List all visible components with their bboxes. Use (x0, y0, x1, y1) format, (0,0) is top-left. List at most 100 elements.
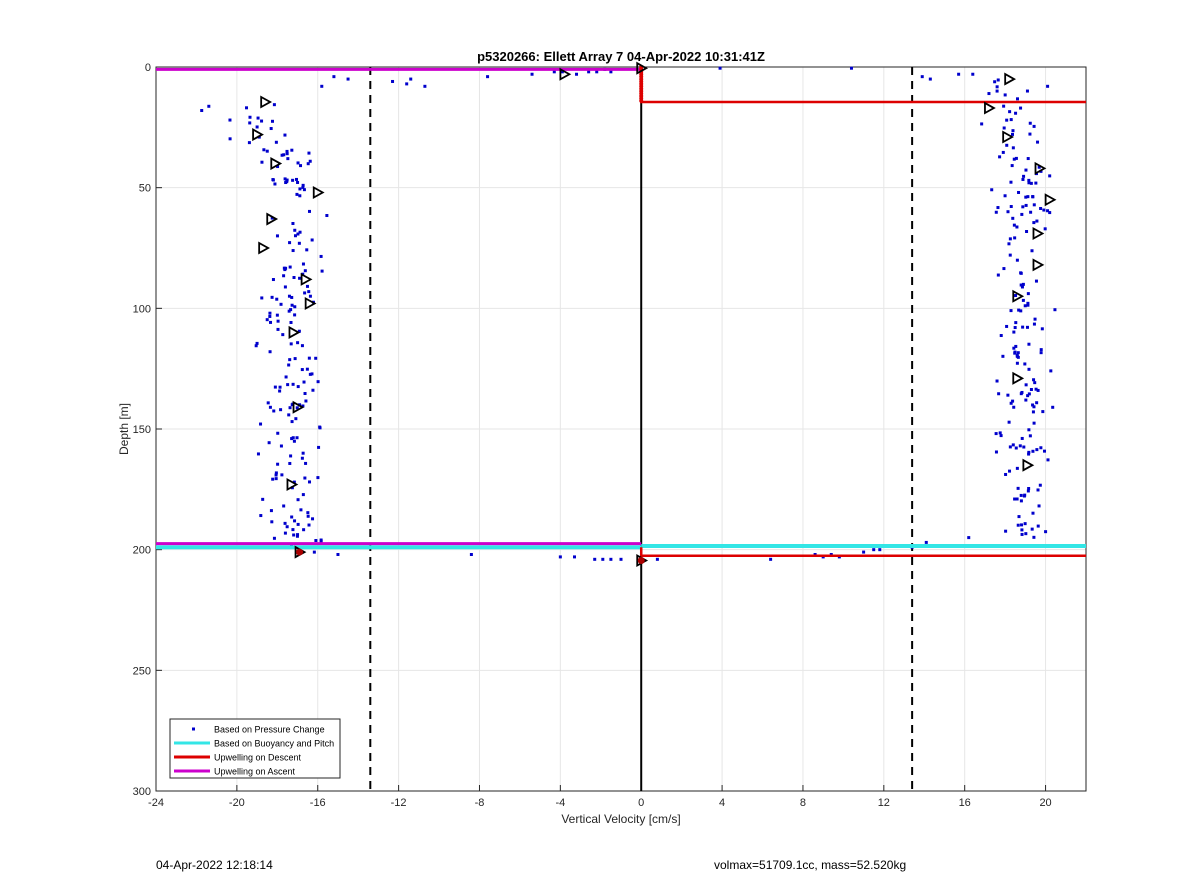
scatter-point (1039, 348, 1043, 352)
scatter-point (1017, 190, 1021, 194)
scatter-point (995, 379, 999, 383)
scatter-point (265, 318, 269, 322)
scatter-point (1027, 487, 1031, 491)
scatter-point (299, 164, 303, 168)
scatter-point (1004, 529, 1008, 533)
scatter-point (655, 557, 659, 561)
scatter-point (987, 92, 991, 96)
scatter-point (1014, 344, 1018, 348)
scatter-point (306, 514, 310, 518)
scatter-point (957, 72, 961, 76)
scatter-point (999, 434, 1003, 438)
scatter-point (248, 121, 252, 125)
scatter-point (320, 84, 324, 88)
scatter-point (256, 452, 260, 456)
scatter-point (285, 178, 289, 182)
scatter-point (718, 66, 722, 70)
scatter-point (924, 540, 928, 544)
descent-marker (1032, 226, 1045, 241)
scatter-point (1026, 195, 1030, 199)
y-tick-label: 300 (133, 786, 151, 798)
scatter-point (298, 194, 302, 198)
scatter-point (1013, 497, 1017, 501)
scatter-point (346, 77, 350, 81)
scatter-point (1030, 527, 1034, 531)
scatter-point (1024, 383, 1028, 387)
bottom-marker (296, 548, 304, 556)
scatter-point (1008, 237, 1012, 241)
scatter-point (1020, 285, 1024, 289)
scatter-point (1014, 321, 1018, 325)
scatter-point (272, 536, 276, 540)
scatter-point (994, 210, 998, 214)
scatter-point (1053, 308, 1057, 312)
scatter-point (272, 409, 276, 413)
scatter-point (276, 165, 280, 169)
scatter-point (1014, 111, 1018, 115)
scatter-point (298, 230, 302, 234)
scatter-point (391, 79, 395, 83)
scatter-point (469, 552, 473, 556)
ascent-marker (292, 400, 305, 414)
ascent-marker (266, 212, 279, 226)
scatter-point (303, 392, 307, 396)
scatter-point (302, 528, 306, 532)
scatter-point (995, 89, 999, 93)
scatter-point (304, 399, 308, 403)
ascent-marker (304, 296, 317, 311)
scatter-point (292, 533, 296, 537)
scatter-point (1012, 223, 1016, 227)
scatter-point (1012, 346, 1016, 350)
scatter-point (288, 461, 292, 465)
scatter-point (332, 75, 336, 79)
scatter-point (486, 75, 490, 79)
scatter-point (1002, 126, 1006, 130)
scatter-point (1028, 132, 1032, 136)
scatter-point (282, 504, 286, 508)
legend-box (169, 718, 341, 779)
scatter-point (267, 441, 271, 445)
scatter-point (1007, 242, 1011, 246)
scatter-point (994, 450, 998, 454)
scatter-point (303, 291, 307, 295)
scatter-point (283, 285, 287, 289)
scatter-point (1005, 324, 1009, 328)
scatter-point (1023, 522, 1027, 526)
scatter-point (260, 296, 264, 300)
scatter-point (1032, 378, 1036, 382)
scatter-point (281, 333, 285, 337)
scatter-point (1018, 444, 1022, 448)
descent-marker (984, 101, 996, 115)
scatter-point (1009, 309, 1013, 313)
scatter-point (1013, 326, 1017, 330)
scatter-point (1014, 446, 1018, 450)
scatter-point (300, 344, 304, 348)
scatter-point (294, 417, 298, 421)
scatter-point (1010, 164, 1014, 168)
scatter-point (1020, 212, 1024, 216)
scatter-point (1013, 236, 1017, 240)
scatter-point (560, 70, 564, 74)
scatter-point (290, 515, 294, 519)
scatter-point (1011, 146, 1015, 150)
scatter-point (296, 498, 300, 502)
scatter-point (207, 104, 211, 108)
scatter-point (255, 125, 259, 129)
scatter-point (558, 555, 562, 559)
scatter-point (260, 160, 264, 164)
scatter-point (1041, 410, 1045, 414)
scatter-point (293, 305, 297, 309)
scatter-point (1049, 369, 1053, 373)
scatter-point (1001, 150, 1005, 154)
scatter-point (294, 177, 298, 181)
scatter-point (276, 327, 280, 331)
scatter-point (320, 269, 324, 273)
scatter-point (996, 273, 1000, 277)
scatter-point (305, 284, 309, 288)
scatter-point (270, 520, 274, 524)
scatter-point (271, 178, 275, 182)
descent-marker (1022, 458, 1035, 472)
scatter-point (270, 295, 274, 299)
x-tick-label: 8 (800, 797, 806, 809)
x-tick-label: 4 (719, 797, 725, 809)
